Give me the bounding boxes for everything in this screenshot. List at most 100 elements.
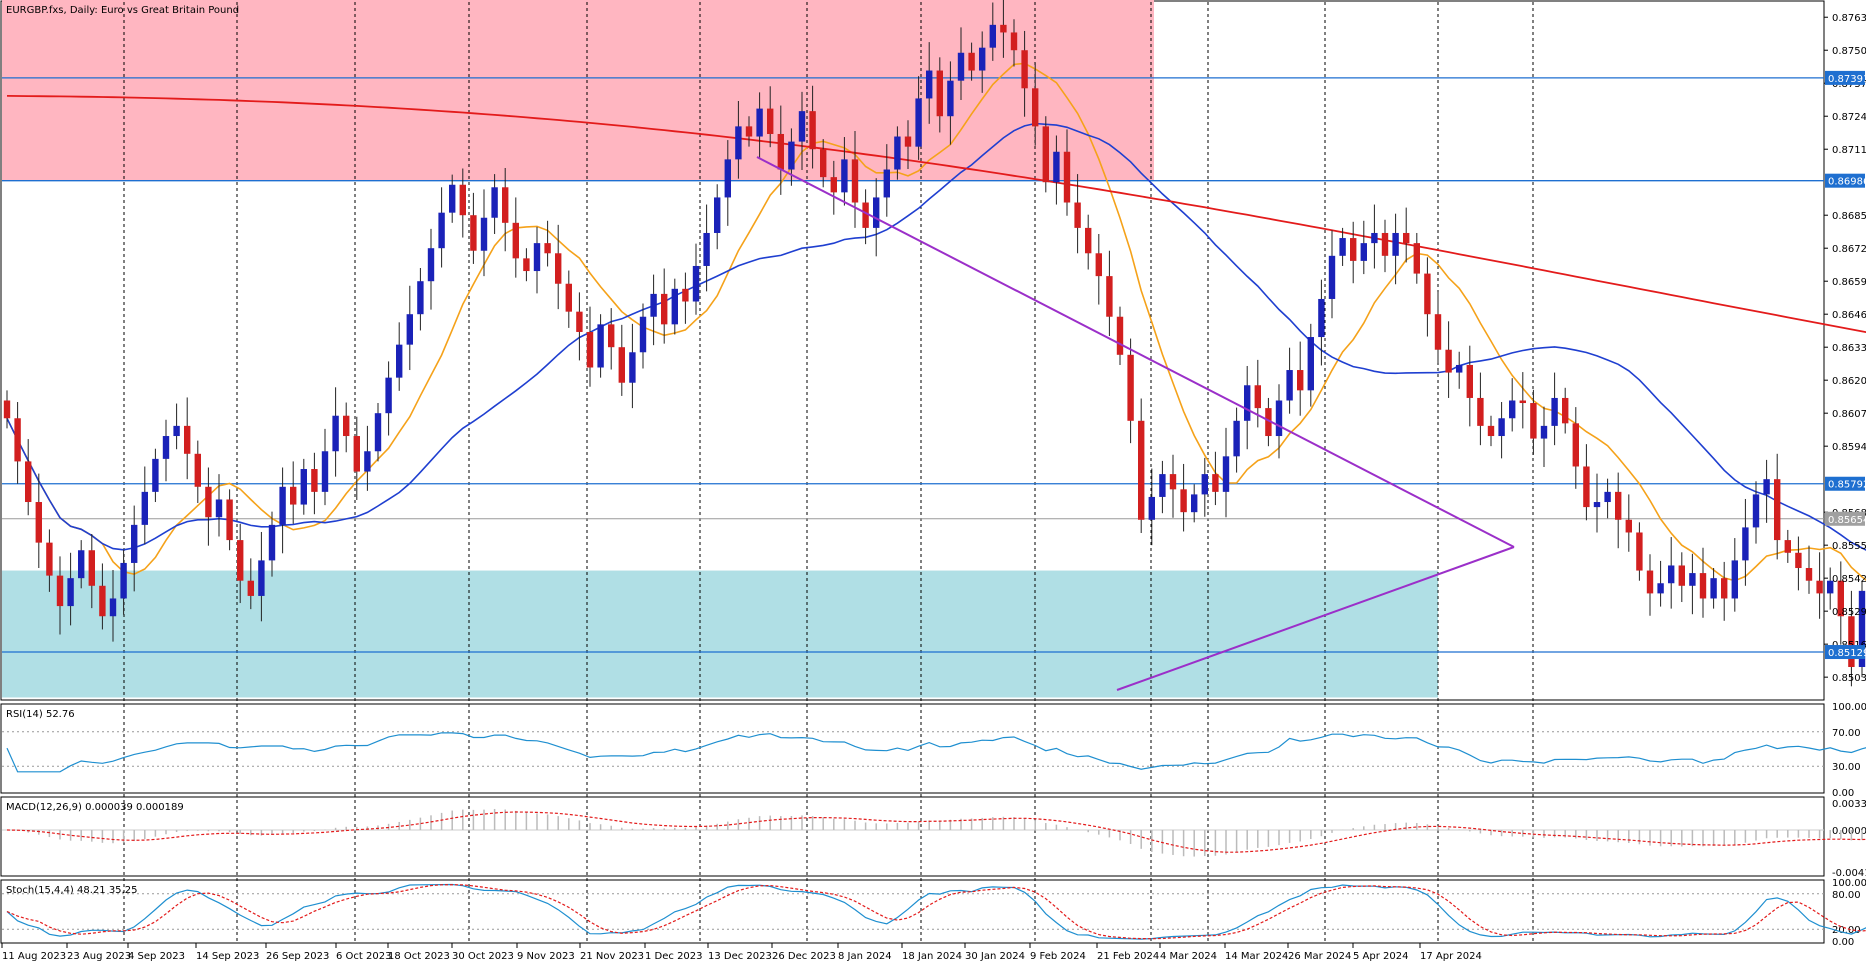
candle-body	[14, 418, 21, 462]
candle-body	[1201, 474, 1208, 495]
candle-body	[1328, 255, 1336, 299]
candle-body	[926, 70, 933, 99]
stoch-label: Stoch(15,4,4) 48.21 35.25	[6, 885, 137, 896]
macd-label: MACD(12,26,9) 0.000039 0.000189	[6, 802, 184, 813]
candle-body	[99, 585, 106, 617]
candle-body	[523, 258, 530, 272]
stoch-panel[interactable]	[0, 879, 1825, 944]
candle-body	[1010, 32, 1018, 51]
rsi-label: RSI(14) 52.76	[6, 709, 75, 720]
candle-body	[1063, 151, 1071, 203]
candle-body	[1403, 232, 1410, 244]
candle-body	[1795, 552, 1802, 569]
candle-body	[173, 425, 180, 437]
candle-body	[1551, 397, 1558, 426]
candle-body	[459, 184, 466, 216]
candle-body	[290, 486, 297, 505]
date-label: 9 Feb 2024	[1030, 951, 1086, 962]
candle-body	[1106, 276, 1113, 317]
candle-body	[406, 314, 413, 345]
candle-body	[798, 111, 806, 142]
stoch-tick-label: 20.00	[1832, 925, 1861, 936]
candle-body	[1752, 494, 1760, 528]
candle-body	[671, 288, 678, 325]
candle-body	[1138, 420, 1145, 520]
candle-body	[438, 212, 445, 249]
date-label: 1 Dec 2023	[645, 951, 703, 962]
candle-body	[957, 52, 965, 81]
support-zone	[2, 570, 1438, 698]
candle-body	[597, 324, 604, 368]
candle-body	[968, 52, 975, 71]
macd-signal-line	[6, 811, 1866, 853]
candle-body	[1519, 400, 1526, 404]
candle-body	[1816, 580, 1823, 594]
macd-panel[interactable]	[0, 796, 1825, 877]
candle-body	[1657, 583, 1664, 594]
candle-body	[1434, 314, 1442, 350]
date-gridlines	[123, 2, 1534, 943]
candle-body	[268, 524, 276, 561]
resistance-zone	[2, 0, 1154, 181]
candle-body	[385, 377, 392, 414]
rsi-line	[6, 732, 1866, 773]
candle-body	[862, 202, 869, 228]
date-label: 11 Aug 2023	[2, 951, 66, 962]
date-label: 14 Mar 2024	[1225, 951, 1288, 962]
candle-body	[1742, 527, 1749, 561]
candle-body	[131, 524, 138, 563]
candle-body	[1784, 540, 1791, 553]
candle-body	[1127, 354, 1134, 421]
candle-body	[1593, 502, 1601, 508]
ma-mid-line	[6, 122, 1866, 551]
macd-tick-label: 0.000000	[1832, 826, 1866, 837]
candle-body	[661, 293, 668, 325]
rsi-tick-label: 30.00	[1832, 762, 1861, 773]
candle-body	[947, 80, 954, 117]
candle-body	[311, 469, 318, 492]
candle-body	[1668, 565, 1675, 584]
date-label: 9 Nov 2023	[517, 951, 575, 962]
stoch-tick-label: 80.00	[1832, 890, 1861, 901]
stoch-k-line	[6, 883, 1866, 940]
candle-body	[544, 243, 551, 254]
candle-body	[1615, 491, 1622, 520]
level-label: 0.85129	[1828, 648, 1866, 659]
chart-title: EURGBP.fxs, Daily: Euro vs Great Britain…	[6, 5, 239, 16]
candle-body	[1689, 573, 1696, 586]
triangle-trendlines	[756, 156, 1515, 691]
candle-body	[1424, 273, 1431, 315]
date-label: 26 Sep 2023	[266, 951, 329, 962]
candle-body	[1254, 385, 1261, 409]
current-price-box	[1825, 511, 1865, 526]
date-label: 14 Sep 2023	[196, 951, 259, 962]
ma-fast-line	[6, 62, 1866, 582]
candle-body	[883, 169, 890, 198]
candle-body	[1180, 489, 1187, 513]
date-label: 23 Aug 2023	[67, 951, 131, 962]
candle-body	[851, 159, 859, 203]
candle-body	[608, 324, 615, 348]
candle-body	[1498, 418, 1505, 437]
candle-body	[586, 331, 594, 368]
candle-body	[1032, 88, 1039, 127]
candle-body	[1307, 337, 1314, 391]
candle-body	[1646, 570, 1654, 594]
candle-body	[1000, 24, 1007, 33]
candle-body	[374, 413, 382, 452]
macd-tick-label: 0.003352	[1832, 799, 1866, 810]
candle-body	[1021, 50, 1028, 89]
candle-body	[1169, 474, 1177, 490]
candle-body	[343, 415, 350, 437]
candle-body	[1053, 151, 1060, 183]
